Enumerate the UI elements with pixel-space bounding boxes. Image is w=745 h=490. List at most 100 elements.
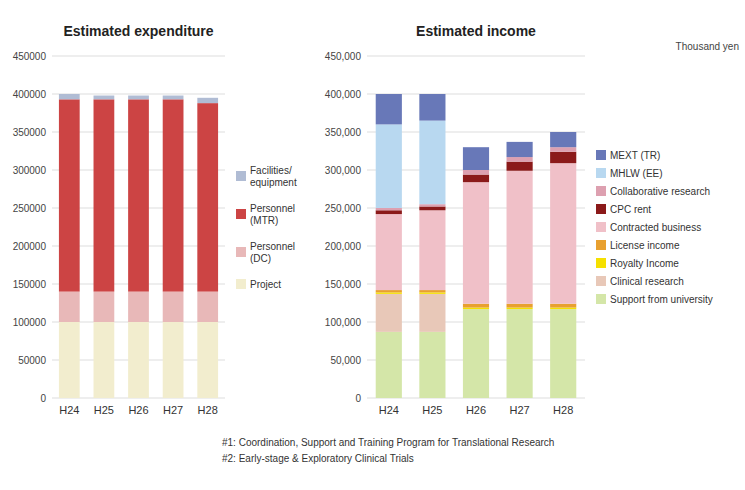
legend-swatch <box>236 247 246 257</box>
bar <box>463 304 489 308</box>
grid-line <box>367 56 585 57</box>
bar <box>550 147 576 152</box>
bar <box>419 290 445 292</box>
bar <box>419 294 445 332</box>
bar <box>550 132 576 147</box>
legend-label: Royalty Income <box>610 258 679 269</box>
y-tick-label: 350,000 <box>325 127 362 138</box>
bars <box>376 94 577 398</box>
bar <box>463 175 489 183</box>
legend-swatch <box>596 204 606 214</box>
bar <box>376 208 402 210</box>
y-tick-label: 300000 <box>13 165 47 176</box>
y-tick-label: 400,000 <box>325 89 362 100</box>
bar <box>94 96 115 100</box>
x-tick-label: H26 <box>128 404 148 416</box>
bar <box>419 210 445 290</box>
bar <box>550 152 576 163</box>
legend-label: Clinical research <box>610 276 684 287</box>
bar <box>507 171 533 304</box>
legend-label-line: (DC) <box>250 253 271 264</box>
legend-swatch <box>236 171 246 181</box>
bar <box>163 322 184 398</box>
x-tick-label: H27 <box>510 404 530 416</box>
bar <box>463 182 489 304</box>
legend-label: MEXT (TR) <box>610 150 660 161</box>
y-tick-label: 300,000 <box>325 165 362 176</box>
x-tick-label: H24 <box>379 404 399 416</box>
bar <box>507 142 533 157</box>
bar <box>128 322 149 398</box>
legend-label: Collaborative research <box>610 186 710 197</box>
bar <box>59 322 80 398</box>
bar <box>550 308 576 310</box>
bar <box>197 98 218 103</box>
bar <box>419 292 445 294</box>
bar <box>507 162 533 171</box>
chart-title: Estimated income <box>416 23 536 39</box>
y-tick-label: 450,000 <box>325 51 362 62</box>
legend-label-line: (MTR) <box>250 215 278 226</box>
bar <box>94 99 115 291</box>
bar <box>376 214 402 290</box>
y-tick-label: 0 <box>355 393 361 404</box>
bar <box>59 292 80 322</box>
x-axis: H24H25H26H27H28 <box>59 404 218 416</box>
legend-swatch <box>596 150 606 160</box>
chart: Estimated income050,000100,000150,000200… <box>222 23 739 464</box>
legend-swatch <box>596 294 606 304</box>
legend-label-line: Collaborative research <box>610 186 710 197</box>
legend-label-line: Personnel <box>250 203 295 214</box>
bar <box>376 294 402 332</box>
bar <box>550 163 576 304</box>
x-tick-label: H28 <box>553 404 573 416</box>
legend-label-line: MHLW (EE) <box>610 168 663 179</box>
legend-label: License income <box>610 240 680 251</box>
bar <box>197 292 218 322</box>
bar <box>419 206 445 210</box>
bar <box>128 96 149 100</box>
bars <box>59 94 218 398</box>
x-tick-label: H24 <box>59 404 79 416</box>
legend-label-line: equipment <box>250 177 297 188</box>
legend-label-line: Project <box>250 279 281 290</box>
legend-swatch <box>596 186 606 196</box>
x-axis: H24H25H26H27H28 <box>379 404 574 416</box>
bar <box>59 99 80 291</box>
bar <box>419 204 445 206</box>
footnote: #1: Coordination, Support and Training P… <box>222 437 554 448</box>
bar <box>197 322 218 398</box>
legend-label: Personnel(DC) <box>250 241 295 264</box>
legend-label-line: MEXT (TR) <box>610 150 660 161</box>
y-tick-label: 250000 <box>13 203 47 214</box>
legend-swatch <box>236 209 246 219</box>
x-tick-label: H26 <box>466 404 486 416</box>
bar <box>376 290 402 292</box>
bar <box>463 309 489 398</box>
chart-title: Estimated expenditure <box>63 23 213 39</box>
grid-line <box>52 56 225 57</box>
bar <box>376 332 402 398</box>
legend-label-line: Personnel <box>250 241 295 252</box>
bar <box>419 332 445 398</box>
bar <box>507 308 533 310</box>
y-tick-label: 350000 <box>13 127 47 138</box>
bar <box>376 210 402 214</box>
legend-label-line: Support from university <box>610 294 713 305</box>
y-tick-label: 50,000 <box>330 355 361 366</box>
legend-label: Project <box>250 279 281 290</box>
bar <box>463 308 489 310</box>
bar <box>376 292 402 294</box>
legend-label-line: License income <box>610 240 680 251</box>
y-tick-label: 100000 <box>13 317 47 328</box>
bar <box>507 309 533 398</box>
bar <box>163 99 184 291</box>
x-tick-label: H27 <box>163 404 183 416</box>
legend-label: Facilities/equipment <box>250 165 297 188</box>
legend-swatch <box>596 276 606 286</box>
bar <box>507 157 533 162</box>
legend-label: Contracted business <box>610 222 701 233</box>
legend-label: Support from university <box>610 294 713 305</box>
legend-label-line: Contracted business <box>610 222 701 233</box>
legend-swatch <box>596 258 606 268</box>
